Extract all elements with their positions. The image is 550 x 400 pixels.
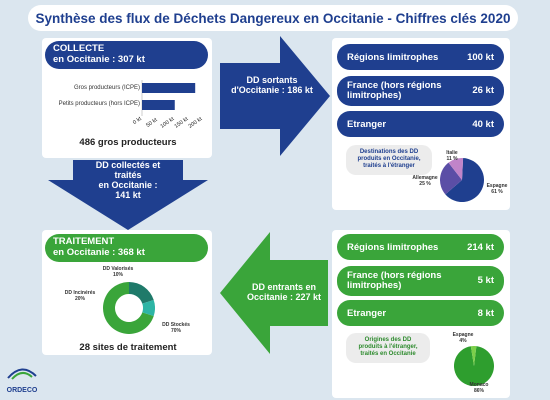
- collectes-traites-arrow: [48, 160, 208, 230]
- collectes-traites-line3: en Occitanie :: [98, 179, 158, 190]
- traitement-label-incineres-pct: 20%: [74, 296, 85, 302]
- entrants-pie-caption: Origines des DD produits à l'étranger, t…: [346, 333, 430, 363]
- entrants-row-regions: Régions limitrophes 214 kt: [337, 234, 504, 260]
- sortants-row-regions-value: 100 kt: [467, 51, 494, 63]
- traitement-donut: [103, 282, 155, 334]
- sortants-label-italie: Italie 11 %: [442, 150, 462, 162]
- entrants-row-france: France (hors régions limitrophes) 5 kt: [337, 266, 504, 296]
- sortants-label-allemagne-pct: 25 %: [419, 181, 431, 187]
- sortants-arrow: [220, 36, 330, 156]
- entrants-arrow: [220, 232, 328, 354]
- sortants-arrow-line2: d'Occitanie : 186 kt: [231, 85, 313, 96]
- collecte-bar-chart: [141, 80, 196, 116]
- ordeco-logo-text: ORDECO: [6, 387, 38, 394]
- entrants-arrow-line1: DD entrants en: [251, 282, 316, 292]
- traitement-label-stockes-pct: 70%: [170, 328, 181, 334]
- sortants-label-italie-pct: 11 %: [446, 156, 458, 162]
- sortants-arrow-line1: DD sortants: [246, 75, 298, 85]
- entrants-label-monaco: Monaco 86%: [464, 382, 494, 394]
- traitement-label-stockes-name: DD Stockés: [162, 322, 190, 328]
- sortants-label-espagne-name: Espagne: [486, 183, 508, 189]
- sortants-row-etranger: Etranger 40 kt: [337, 111, 504, 137]
- entrants-label-espagne-pct: 4%: [459, 338, 467, 344]
- entrants-arrow-line2: Occitanie : 227 kt: [246, 292, 322, 303]
- entrants-label-espagne: Espagne 4%: [448, 332, 478, 344]
- collecte-footer: 486 gros producteurs: [79, 137, 177, 148]
- bar-0: [142, 83, 196, 93]
- entrants-row-etranger: Etranger 8 kt: [337, 300, 504, 326]
- collecte-heading-line2: en Occitanie : 307 kt: [53, 53, 145, 65]
- sortants-row-etranger-value: 40 kt: [472, 118, 494, 130]
- traitement-heading-line2: en Occitanie : 368 kt: [53, 246, 145, 258]
- sortants-row-france-label: France (hors régions limitrophes): [347, 79, 442, 101]
- page-title: Synthèse des flux de Déchets Dangereux e…: [28, 5, 518, 31]
- entrants-row-etranger-label: Etranger: [347, 307, 387, 319]
- bar-label-petits: Petits producteurs (hors ICPE): [58, 101, 140, 107]
- entrants-row-france-label: France (hors régions limitrophes): [347, 269, 442, 291]
- collectes-traites-arrow-text: DD collectés et traités en Occitanie : 1…: [78, 160, 178, 201]
- collecte-heading: COLLECTE en Occitanie : 307 kt: [45, 41, 208, 69]
- sortants-label-allemagne-name: Allemagne: [412, 175, 438, 181]
- pie1-slice-italie: [448, 158, 464, 180]
- traitement-label-stockes: DD Stockés 70%: [158, 322, 194, 334]
- entrants-pie: [454, 346, 494, 386]
- entrants-row-etranger-value: 8 kt: [477, 307, 494, 319]
- pie2-slice-monaco: [454, 346, 494, 386]
- traitement-label-valorises-pct: 10%: [112, 272, 123, 278]
- sortants-row-etranger-label: Etranger: [347, 118, 387, 130]
- collectes-traites-line2: traités: [114, 169, 142, 180]
- donut-slice-ddvaloriss: [142, 299, 155, 317]
- entrants-label-monaco-pct: 86%: [473, 388, 484, 394]
- collectes-traites-line1: DD collectés et: [95, 160, 161, 170]
- bar-label-gros: Gros producteurs (ICPE): [73, 85, 140, 91]
- entrants-row-regions-label: Régions limitrophes: [347, 241, 439, 253]
- sortants-row-regions-label: Régions limitrophes: [347, 51, 439, 63]
- traitement-footer: 28 sites de traitement: [79, 342, 177, 353]
- donut-slice-ddstocks: [103, 282, 154, 334]
- sortants-row-regions: Régions limitrophes 100 kt: [337, 44, 504, 70]
- traitement-heading: TRAITEMENT en Occitanie : 368 kt: [45, 234, 208, 262]
- ordeco-logo: ORDECO: [4, 362, 40, 396]
- bar-1: [142, 100, 175, 110]
- donut-slice-ddincinrs: [129, 282, 154, 304]
- entrants-arrow-text: DD entrants en Occitanie : 227 kt: [236, 282, 332, 303]
- sortants-label-allemagne: Allemagne 25 %: [410, 175, 440, 187]
- entrants-label-monaco-name: Monaco: [469, 382, 489, 388]
- sortants-row-france: France (hors régions limitrophes) 26 kt: [337, 76, 504, 106]
- sortants-row-france-value: 26 kt: [472, 84, 494, 96]
- traitement-label-incineres-name: DD Incinérés: [64, 290, 96, 296]
- entrants-label-espagne-name: Espagne: [452, 332, 474, 338]
- sortants-arrow-text: DD sortants d'Occitanie : 186 kt: [222, 75, 322, 96]
- sortants-label-espagne: Espagne 61 %: [484, 183, 510, 195]
- pie1-slice-allemagne: [440, 162, 462, 195]
- sortants-label-italie-name: Italie: [446, 150, 458, 156]
- traitement-label-incineres: DD Incinérés 20%: [60, 290, 100, 302]
- sortants-label-espagne-pct: 61 %: [491, 189, 503, 195]
- traitement-heading-line1: TRAITEMENT: [53, 236, 115, 247]
- entrants-row-france-value: 5 kt: [477, 274, 494, 286]
- pie1-slice-espagne: [445, 158, 484, 202]
- ordeco-logo-mark: [7, 368, 37, 380]
- traitement-label-valorises: DD Valorisés 10%: [98, 266, 138, 278]
- sortants-pie-caption: Destinations des DD produits en Occitani…: [346, 145, 432, 175]
- sortants-pie: [440, 158, 484, 202]
- traitement-label-valorises-name: DD Valorisés: [102, 266, 134, 272]
- collecte-heading-line1: COLLECTE: [53, 43, 105, 54]
- collectes-traites-line4: 141 kt: [115, 189, 141, 200]
- entrants-row-regions-value: 214 kt: [467, 241, 494, 253]
- pie2-slice-espagne: [470, 346, 477, 366]
